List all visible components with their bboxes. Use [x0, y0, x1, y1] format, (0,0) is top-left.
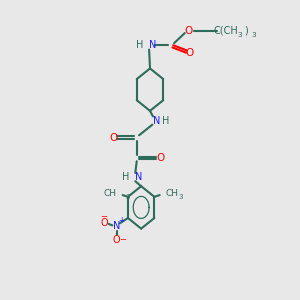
Text: N: N: [135, 172, 143, 182]
Text: N: N: [153, 116, 160, 126]
Text: CH: CH: [104, 189, 117, 198]
Text: −: −: [100, 212, 107, 221]
Text: O: O: [113, 235, 121, 244]
Text: 3: 3: [126, 194, 130, 200]
Text: 3: 3: [178, 194, 183, 200]
Text: H: H: [162, 116, 170, 126]
Text: O: O: [100, 218, 108, 228]
Text: −: −: [119, 236, 126, 244]
Text: H: H: [122, 172, 129, 182]
Text: O: O: [156, 153, 164, 163]
Text: N: N: [149, 40, 157, 50]
Text: 3: 3: [251, 32, 256, 38]
Text: CH: CH: [166, 189, 178, 198]
Text: +: +: [118, 217, 125, 226]
Text: H: H: [136, 40, 143, 50]
Text: O: O: [184, 26, 192, 36]
Text: N: N: [113, 221, 120, 231]
Text: C(CH: C(CH: [213, 26, 238, 36]
Text: O: O: [109, 133, 117, 142]
Text: 3: 3: [238, 32, 242, 38]
Text: ): ): [244, 26, 248, 36]
Text: O: O: [186, 48, 194, 58]
